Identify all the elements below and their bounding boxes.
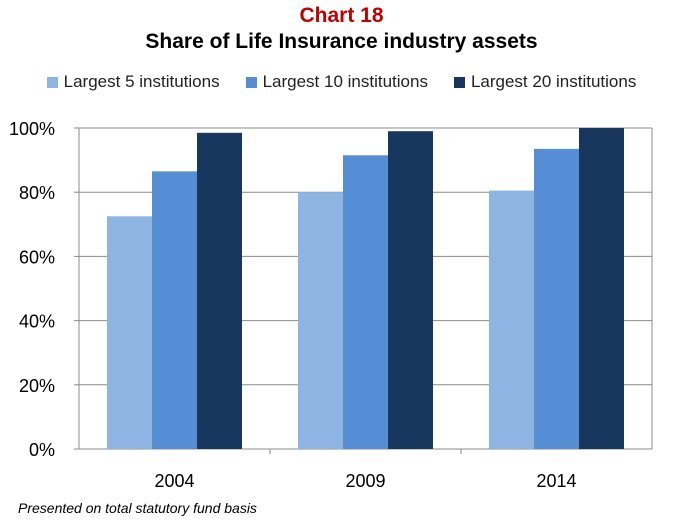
- legend-label-largest-10: Largest 10 institutions: [262, 72, 428, 91]
- y-tick-label: 60%: [19, 247, 55, 267]
- y-tick-label: 40%: [19, 312, 55, 332]
- x-tick-label: 2004: [154, 471, 194, 491]
- legend-swatch-largest-5: [46, 76, 58, 88]
- y-tick-label: 0%: [29, 440, 55, 460]
- bar: [107, 216, 152, 449]
- chart-title: Share of Life Insurance industry assets: [145, 30, 538, 53]
- bar: [343, 155, 388, 449]
- y-tick-label: 20%: [19, 376, 55, 396]
- legend-swatch-largest-20: [453, 76, 465, 88]
- bar: [534, 148, 579, 450]
- legend-label-largest-20: Largest 20 institutions: [470, 72, 637, 91]
- legend-item-largest-10: Largest 10 institutions: [245, 72, 428, 92]
- bar: [298, 192, 343, 449]
- bar: [197, 132, 242, 449]
- bar: [579, 128, 624, 449]
- legend-item-largest-20: Largest 20 institutions: [453, 72, 637, 92]
- footnote: Presented on total statutory fund basis: [18, 500, 257, 516]
- legend-label-largest-5: Largest 5 institutions: [63, 72, 220, 91]
- legend-item-largest-5: Largest 5 institutions: [46, 72, 220, 92]
- x-tick-label: 2014: [536, 471, 576, 491]
- bar: [489, 190, 534, 449]
- chart-number: Chart 18: [299, 4, 384, 27]
- y-tick-label: 100%: [9, 119, 55, 139]
- bar: [152, 171, 197, 449]
- x-tick-label: 2009: [345, 471, 385, 491]
- legend-swatch-largest-10: [245, 76, 257, 88]
- y-tick-label: 80%: [19, 183, 55, 203]
- legend: Largest 5 institutions Largest 10 instit…: [0, 72, 683, 92]
- bar: [388, 131, 433, 449]
